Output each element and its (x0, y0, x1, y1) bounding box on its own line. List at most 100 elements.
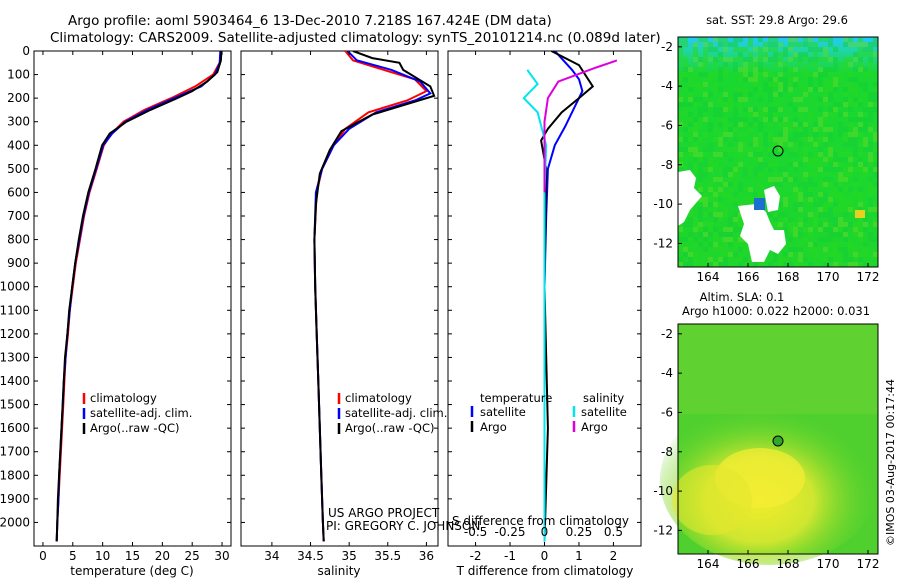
sst-texture-cell (848, 132, 853, 137)
sst-texture-cell (838, 152, 843, 157)
sst-texture-cell (868, 72, 873, 77)
sst-texture-cell (758, 167, 763, 172)
sst-texture-cell (843, 92, 848, 97)
sst-texture-cell (873, 52, 878, 57)
y-tick-label: 1800 (0, 468, 30, 482)
sst-texture-cell (798, 187, 803, 192)
sst-texture-cell (838, 122, 843, 127)
sst-map (677, 36, 879, 268)
sst-texture-cell (823, 177, 828, 182)
sst-texture-cell (793, 192, 798, 197)
sst-texture-cell (753, 67, 758, 72)
sst-texture-cell (718, 117, 723, 122)
sst-texture-cell (823, 127, 828, 132)
sst-texture-cell (828, 252, 833, 257)
sst-texture-cell (688, 212, 693, 217)
sst-texture-cell (723, 42, 728, 47)
sst-texture-cell (773, 172, 778, 177)
sst-texture-cell (733, 47, 738, 52)
sst-texture-cell (778, 177, 783, 182)
sst-texture-cell (758, 157, 763, 162)
sst-texture-cell (733, 42, 738, 47)
sst-texture-cell (803, 157, 808, 162)
sst-texture-cell (683, 252, 688, 257)
sst-texture-cell (808, 187, 813, 192)
sst-texture-cell (793, 262, 798, 267)
sst-texture-cell (783, 227, 788, 232)
sst-texture-cell (823, 182, 828, 187)
sst-texture-cell (788, 162, 793, 167)
sst-texture-cell (803, 57, 808, 62)
sst-texture-cell (773, 182, 778, 187)
sst-texture-cell (788, 217, 793, 222)
sst-texture-cell (788, 152, 793, 157)
sst-texture-cell (703, 162, 708, 167)
sst-texture-cell (738, 97, 743, 102)
sst-texture-cell (843, 137, 848, 142)
sst-texture-cell (698, 112, 703, 117)
sst-texture-cell (788, 252, 793, 257)
sst-texture-cell (723, 137, 728, 142)
sst-texture-cell (708, 162, 713, 167)
sst-texture-cell (723, 167, 728, 172)
sst-texture-cell (858, 167, 863, 172)
sst-texture-cell (773, 42, 778, 47)
sst-texture-cell (868, 207, 873, 212)
difference-xlabel-bottom: T difference from climatology (456, 564, 634, 578)
sst-texture-cell (703, 57, 708, 62)
sst-texture-cell (708, 142, 713, 147)
sst-texture-cell (733, 87, 738, 92)
sst-texture-cell (788, 37, 793, 42)
x-tick-label: 0 (39, 549, 47, 563)
sst-texture-cell (858, 207, 863, 212)
sst-texture-cell (838, 182, 843, 187)
sst-texture-cell (758, 122, 763, 127)
sst-texture-cell (708, 222, 713, 227)
series-line-salinity-argo (543, 59, 618, 193)
sst-texture-cell (838, 262, 843, 267)
sst-texture-cell (763, 87, 768, 92)
sst-texture-cell (683, 262, 688, 267)
sst-texture-cell (828, 177, 833, 182)
sst-texture-cell (788, 47, 793, 52)
sst-texture-cell (778, 257, 783, 262)
sst-texture-cell (743, 147, 748, 152)
sst-texture-cell (703, 262, 708, 267)
sst-texture-cell (698, 232, 703, 237)
sst-texture-cell (873, 132, 878, 137)
sst-texture-cell (818, 122, 823, 127)
sst-texture-cell (803, 127, 808, 132)
sst-texture-cell (688, 252, 693, 257)
sst-texture-cell (858, 257, 863, 262)
x-tick-label: 10 (95, 549, 110, 563)
legend-satellite-label: satellite-adj. clim. (90, 406, 192, 420)
sst-texture-cell (693, 227, 698, 232)
sst-texture-cell (793, 117, 798, 122)
sst-texture-cell (733, 92, 738, 97)
sst-texture-cell (818, 47, 823, 52)
map-y-tick-label: -6 (661, 118, 673, 132)
sst-texture-cell (758, 37, 763, 42)
sst-texture-cell (828, 42, 833, 47)
sst-texture-cell (753, 47, 758, 52)
sst-texture-cell (788, 227, 793, 232)
x-tick-label: 30 (214, 549, 229, 563)
sst-texture-cell (808, 117, 813, 122)
sst-texture-cell (828, 107, 833, 112)
sst-texture-cell (848, 187, 853, 192)
sst-texture-cell (848, 117, 853, 122)
sst-texture-cell (863, 172, 868, 177)
sst-texture-cell (678, 262, 683, 267)
sst-texture-cell (828, 97, 833, 102)
sst-texture-cell (748, 72, 753, 77)
sst-texture-cell (723, 212, 728, 217)
sst-texture-cell (808, 197, 813, 202)
sst-texture-cell (723, 152, 728, 157)
sst-texture-cell (703, 197, 708, 202)
sst-texture-cell (708, 77, 713, 82)
sst-texture-cell (723, 47, 728, 52)
sst-texture-cell (823, 192, 828, 197)
sst-texture-cell (793, 207, 798, 212)
sst-texture-cell (678, 222, 683, 227)
sst-texture-cell (708, 42, 713, 47)
